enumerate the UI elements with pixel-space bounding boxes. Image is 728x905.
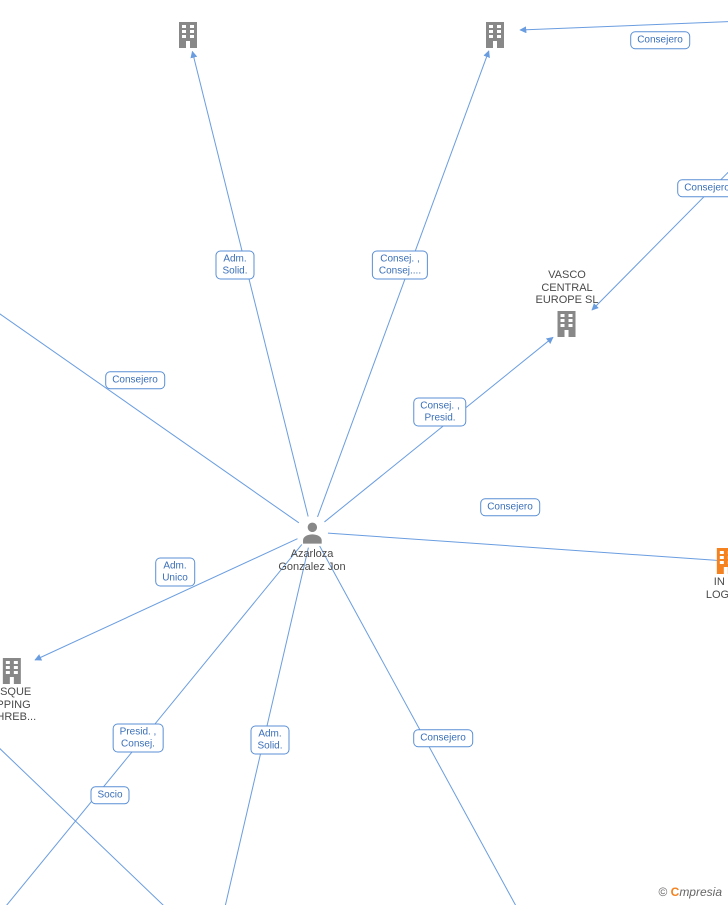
- node-label: IN SI LOGIST: [706, 576, 728, 601]
- network-diagram: Azarloza Gonzalez Jon VASCO CENTRAL EURO…: [0, 0, 728, 905]
- edge-label: Socio: [90, 786, 129, 804]
- company-node[interactable]: ASQUE IPPING GHREB...: [0, 656, 36, 724]
- company-node[interactable]: IN SI LOGIST: [706, 546, 728, 601]
- brand-c: C: [671, 885, 680, 899]
- edge-label: Consej. , Presid.: [413, 398, 466, 427]
- edges-group: [0, 20, 728, 905]
- edges-layer: [0, 0, 728, 905]
- edge-label: Consejero: [630, 31, 690, 49]
- person-node[interactable]: Azarloza Gonzalez Jon: [278, 518, 345, 573]
- company-node[interactable]: [483, 20, 507, 48]
- edge: [328, 533, 726, 561]
- footer-credit: © Cmpresia: [658, 885, 722, 899]
- edge-label: Adm. Unico: [155, 558, 195, 587]
- edge-label: Presid. , Consej.: [113, 724, 164, 753]
- edge: [0, 300, 299, 523]
- edge: [324, 337, 553, 522]
- edge: [320, 546, 540, 905]
- edge: [318, 51, 489, 517]
- building-icon: [483, 20, 507, 48]
- edge-label: Consejero: [677, 179, 728, 197]
- edge-label: Consejero: [105, 371, 165, 389]
- building-icon: [0, 656, 24, 684]
- copyright-symbol: ©: [658, 885, 667, 899]
- node-label: VASCO CENTRAL EUROPE SL: [536, 269, 599, 307]
- node-label: Azarloza Gonzalez Jon: [278, 548, 345, 573]
- building-icon: [714, 546, 728, 574]
- edge-label: Consej. , Consej....: [372, 251, 428, 280]
- building-icon: [176, 20, 200, 48]
- edge-label: Adm. Solid.: [215, 251, 254, 280]
- edge: [0, 720, 210, 905]
- company-node[interactable]: [176, 20, 200, 48]
- node-label: ASQUE IPPING GHREB...: [0, 686, 36, 724]
- building-icon: [555, 309, 579, 337]
- edge: [192, 51, 308, 516]
- brand-rest: mpresia: [679, 885, 722, 899]
- edge: [592, 130, 728, 310]
- edge-label: Consejero: [413, 729, 473, 747]
- edge: [520, 20, 728, 30]
- person-icon: [298, 518, 326, 546]
- edge-label: Adm. Solid.: [250, 726, 289, 755]
- company-node[interactable]: VASCO CENTRAL EUROPE SL: [536, 269, 599, 337]
- edge-label: Consejero: [480, 498, 540, 516]
